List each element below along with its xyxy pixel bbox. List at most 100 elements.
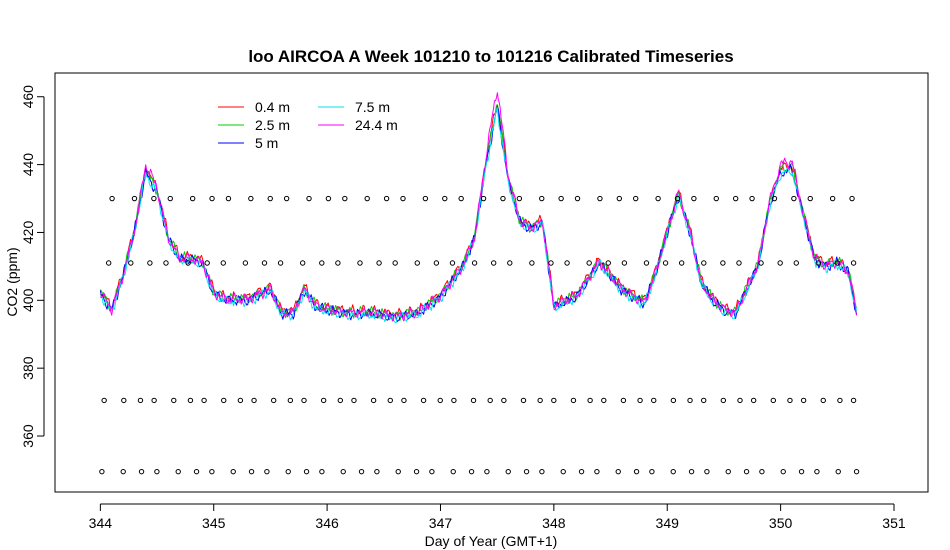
- marker-point: [105, 260, 112, 266]
- marker-point: [471, 260, 478, 266]
- marker-point: [242, 260, 249, 266]
- marker-point: [151, 397, 157, 404]
- marker-point: [835, 468, 841, 475]
- x-tick-label: 347: [429, 515, 453, 531]
- marker-point: [597, 195, 603, 202]
- marker-point: [383, 195, 390, 202]
- marker-point: [820, 397, 826, 404]
- marker-point: [574, 195, 581, 202]
- marker-point: [793, 260, 799, 266]
- marker-point: [501, 397, 507, 404]
- marker-point: [674, 195, 681, 202]
- marker-point: [759, 468, 765, 475]
- marker-point: [651, 397, 657, 404]
- marker-point: [505, 468, 511, 475]
- marker-point: [736, 260, 742, 266]
- marker-point: [351, 397, 357, 404]
- marker-point: [578, 468, 585, 475]
- marker-point: [529, 260, 535, 266]
- marker-point: [594, 468, 600, 475]
- marker-point: [131, 195, 138, 202]
- marker-point: [299, 260, 306, 266]
- marker-point: [621, 260, 628, 266]
- marker-point: [791, 195, 797, 202]
- x-tick-label: 350: [769, 515, 793, 531]
- y-axis: 360 380 400 420 440 460: [20, 85, 45, 448]
- plot-frame: [54, 72, 929, 493]
- marker-point: [770, 397, 777, 404]
- marker-point: [420, 397, 427, 404]
- chart-title: loo AIRCOA A Week 101210 to 101216 Calib…: [248, 47, 733, 66]
- marker-point: [780, 468, 786, 475]
- marker-point: [649, 468, 655, 475]
- marker-point: [620, 397, 627, 404]
- marker-point: [220, 260, 226, 266]
- marker-point: [670, 397, 677, 404]
- legend-label: 7.5 m: [355, 99, 390, 115]
- marker-point: [264, 468, 270, 475]
- marker-point: [187, 397, 194, 404]
- marker-point: [662, 260, 669, 266]
- marker-point: [701, 260, 707, 266]
- marker-point: [587, 397, 593, 404]
- x-axis: 344 345 346 347 348 349 350 351: [89, 503, 906, 531]
- legend-label: 2.5 m: [255, 117, 290, 133]
- marker-point: [209, 468, 215, 475]
- marker-point: [261, 260, 268, 266]
- marker-point: [109, 195, 115, 202]
- marker-point: [342, 195, 348, 202]
- marker-point: [500, 195, 506, 202]
- marker-point: [340, 468, 346, 475]
- marker-point: [688, 468, 695, 475]
- marker-point: [335, 260, 341, 266]
- marker-point: [221, 397, 227, 404]
- marker-point: [586, 260, 592, 266]
- y-tick-label: 400: [20, 288, 36, 312]
- marker-point: [193, 468, 200, 475]
- marker-point: [516, 195, 523, 202]
- marker-point: [720, 397, 727, 404]
- marker-point: [358, 468, 365, 475]
- marker-point: [320, 397, 327, 404]
- x-tick-label: 348: [542, 515, 566, 531]
- marker-point: [387, 397, 393, 404]
- marker-point: [523, 468, 530, 475]
- marker-point: [325, 195, 332, 202]
- marker-point: [484, 468, 490, 475]
- marker-point: [101, 397, 107, 404]
- marker-point: [138, 468, 145, 475]
- marker-point: [551, 397, 557, 404]
- marker-point: [737, 397, 743, 404]
- marker-point: [520, 397, 527, 404]
- marker-point: [225, 195, 232, 202]
- marker-point: [687, 397, 693, 404]
- marker-point: [99, 468, 105, 475]
- marker-point: [837, 397, 843, 404]
- marker-point: [829, 195, 836, 202]
- marker-point: [167, 195, 173, 202]
- marker-point: [248, 468, 255, 475]
- marker-point: [442, 195, 448, 202]
- marker-point: [230, 468, 236, 475]
- marker-point: [814, 468, 820, 475]
- x-axis-label: Day of Year (GMT+1): [425, 533, 558, 549]
- marker-layer: [99, 195, 860, 475]
- marker-point: [633, 195, 639, 202]
- x-tick-label: 344: [89, 515, 113, 531]
- x-tick-label: 349: [656, 515, 680, 531]
- marker-point: [151, 195, 157, 202]
- marker-point: [270, 397, 277, 404]
- marker-point: [758, 260, 764, 266]
- marker-point: [800, 397, 807, 404]
- marker-point: [470, 397, 477, 404]
- marker-point: [777, 260, 783, 266]
- marker-point: [643, 260, 650, 266]
- marker-point: [287, 397, 294, 404]
- marker-point: [185, 260, 191, 266]
- y-tick-label: 420: [20, 221, 36, 245]
- marker-point: [678, 260, 685, 266]
- marker-point: [570, 397, 577, 404]
- marker-point: [357, 260, 363, 266]
- marker-point: [451, 397, 457, 404]
- series-line-3: [99, 107, 858, 324]
